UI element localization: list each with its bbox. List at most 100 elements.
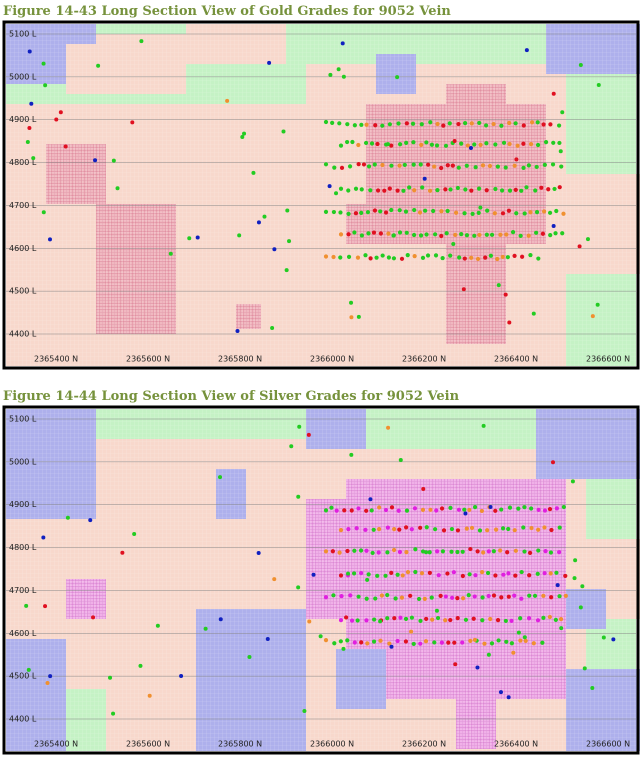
sample-point bbox=[488, 616, 493, 622]
sample-point bbox=[371, 639, 377, 644]
sample-point bbox=[375, 141, 380, 147]
sample-point bbox=[513, 121, 518, 126]
sample-point bbox=[480, 595, 485, 600]
figure-caption: Figure 14-44 Long Section View of Silver… bbox=[3, 389, 460, 404]
sample-point bbox=[391, 256, 397, 261]
sample-point bbox=[386, 255, 391, 260]
sample-point bbox=[504, 232, 509, 237]
grid-overlay bbox=[6, 24, 636, 366]
sample-point bbox=[427, 570, 432, 576]
sample-point bbox=[489, 641, 495, 646]
sample-point bbox=[548, 550, 554, 555]
sample-point bbox=[512, 163, 517, 168]
sample-point bbox=[427, 188, 433, 193]
sample-point bbox=[455, 185, 460, 191]
sample-point bbox=[439, 165, 444, 171]
sample-point bbox=[334, 191, 339, 196]
sample-point bbox=[403, 639, 409, 644]
sample-point bbox=[323, 595, 329, 600]
sample-point bbox=[550, 460, 555, 465]
sample-point bbox=[469, 255, 474, 260]
sample-point bbox=[361, 162, 367, 167]
sample-point bbox=[338, 255, 343, 260]
x-label: 2366600 N bbox=[586, 740, 630, 749]
sample-point bbox=[373, 596, 378, 601]
sample-point bbox=[513, 573, 518, 578]
sample-point bbox=[338, 232, 344, 237]
sample-point bbox=[468, 638, 473, 643]
sample-point bbox=[463, 187, 468, 192]
sample-point bbox=[338, 639, 343, 644]
sample-point bbox=[251, 170, 256, 175]
sample-point bbox=[403, 209, 409, 214]
sample-point bbox=[444, 231, 449, 236]
sample-point bbox=[256, 220, 261, 225]
sample-point bbox=[352, 123, 357, 128]
sample-point bbox=[120, 550, 125, 555]
sample-point bbox=[378, 638, 383, 643]
sample-point bbox=[511, 650, 516, 655]
sample-point bbox=[338, 618, 344, 623]
sample-point bbox=[48, 674, 53, 679]
sample-point bbox=[460, 573, 465, 579]
sample-point bbox=[560, 231, 565, 236]
sample-point bbox=[392, 616, 397, 621]
sample-point bbox=[495, 618, 501, 623]
sample-point bbox=[348, 593, 353, 598]
sample-point bbox=[513, 548, 518, 553]
sample-point bbox=[368, 497, 373, 502]
sample-point bbox=[424, 525, 429, 530]
sample-point bbox=[535, 618, 541, 623]
sample-point bbox=[528, 252, 533, 258]
sample-point bbox=[518, 638, 523, 643]
sample-point bbox=[481, 550, 486, 555]
sample-point bbox=[533, 188, 538, 193]
sample-point bbox=[323, 549, 329, 554]
sample-point bbox=[386, 425, 391, 430]
sample-point bbox=[441, 123, 446, 128]
sample-point bbox=[423, 639, 429, 644]
sample-point bbox=[489, 232, 495, 237]
sample-point bbox=[281, 129, 286, 134]
sample-point bbox=[512, 253, 517, 258]
sample-point bbox=[391, 233, 396, 238]
sample-point bbox=[452, 139, 457, 144]
sample-point bbox=[478, 205, 483, 210]
sample-point bbox=[570, 479, 575, 484]
sample-point bbox=[363, 140, 369, 146]
sample-point bbox=[331, 209, 337, 215]
sample-point bbox=[339, 165, 345, 170]
sample-point bbox=[387, 641, 392, 646]
sample-point bbox=[498, 690, 503, 695]
sample-point bbox=[389, 570, 394, 575]
sample-point bbox=[368, 256, 373, 261]
sample-point bbox=[421, 487, 426, 492]
y-label: 4400 L bbox=[9, 330, 37, 339]
sample-point bbox=[139, 39, 144, 44]
sample-point bbox=[455, 528, 461, 533]
sample-point bbox=[443, 187, 448, 192]
sample-point bbox=[432, 164, 437, 169]
sample-point bbox=[443, 594, 448, 599]
sample-point bbox=[96, 63, 101, 68]
sample-point bbox=[323, 162, 329, 167]
sample-point bbox=[423, 208, 428, 213]
sample-point bbox=[363, 253, 368, 258]
sample-point bbox=[443, 143, 449, 148]
sample-point bbox=[88, 518, 93, 523]
sample-point bbox=[563, 593, 568, 598]
sample-point bbox=[397, 549, 403, 555]
sample-point bbox=[482, 641, 487, 646]
sample-point bbox=[391, 547, 397, 553]
sample-point bbox=[108, 675, 113, 680]
sample-point bbox=[521, 165, 526, 171]
sample-point bbox=[516, 506, 521, 511]
sample-point bbox=[467, 572, 472, 577]
sample-point bbox=[435, 188, 440, 193]
sample-point bbox=[346, 188, 351, 193]
x-label: 2365600 N bbox=[126, 355, 170, 364]
sample-point bbox=[462, 256, 467, 261]
sample-point bbox=[401, 188, 406, 193]
